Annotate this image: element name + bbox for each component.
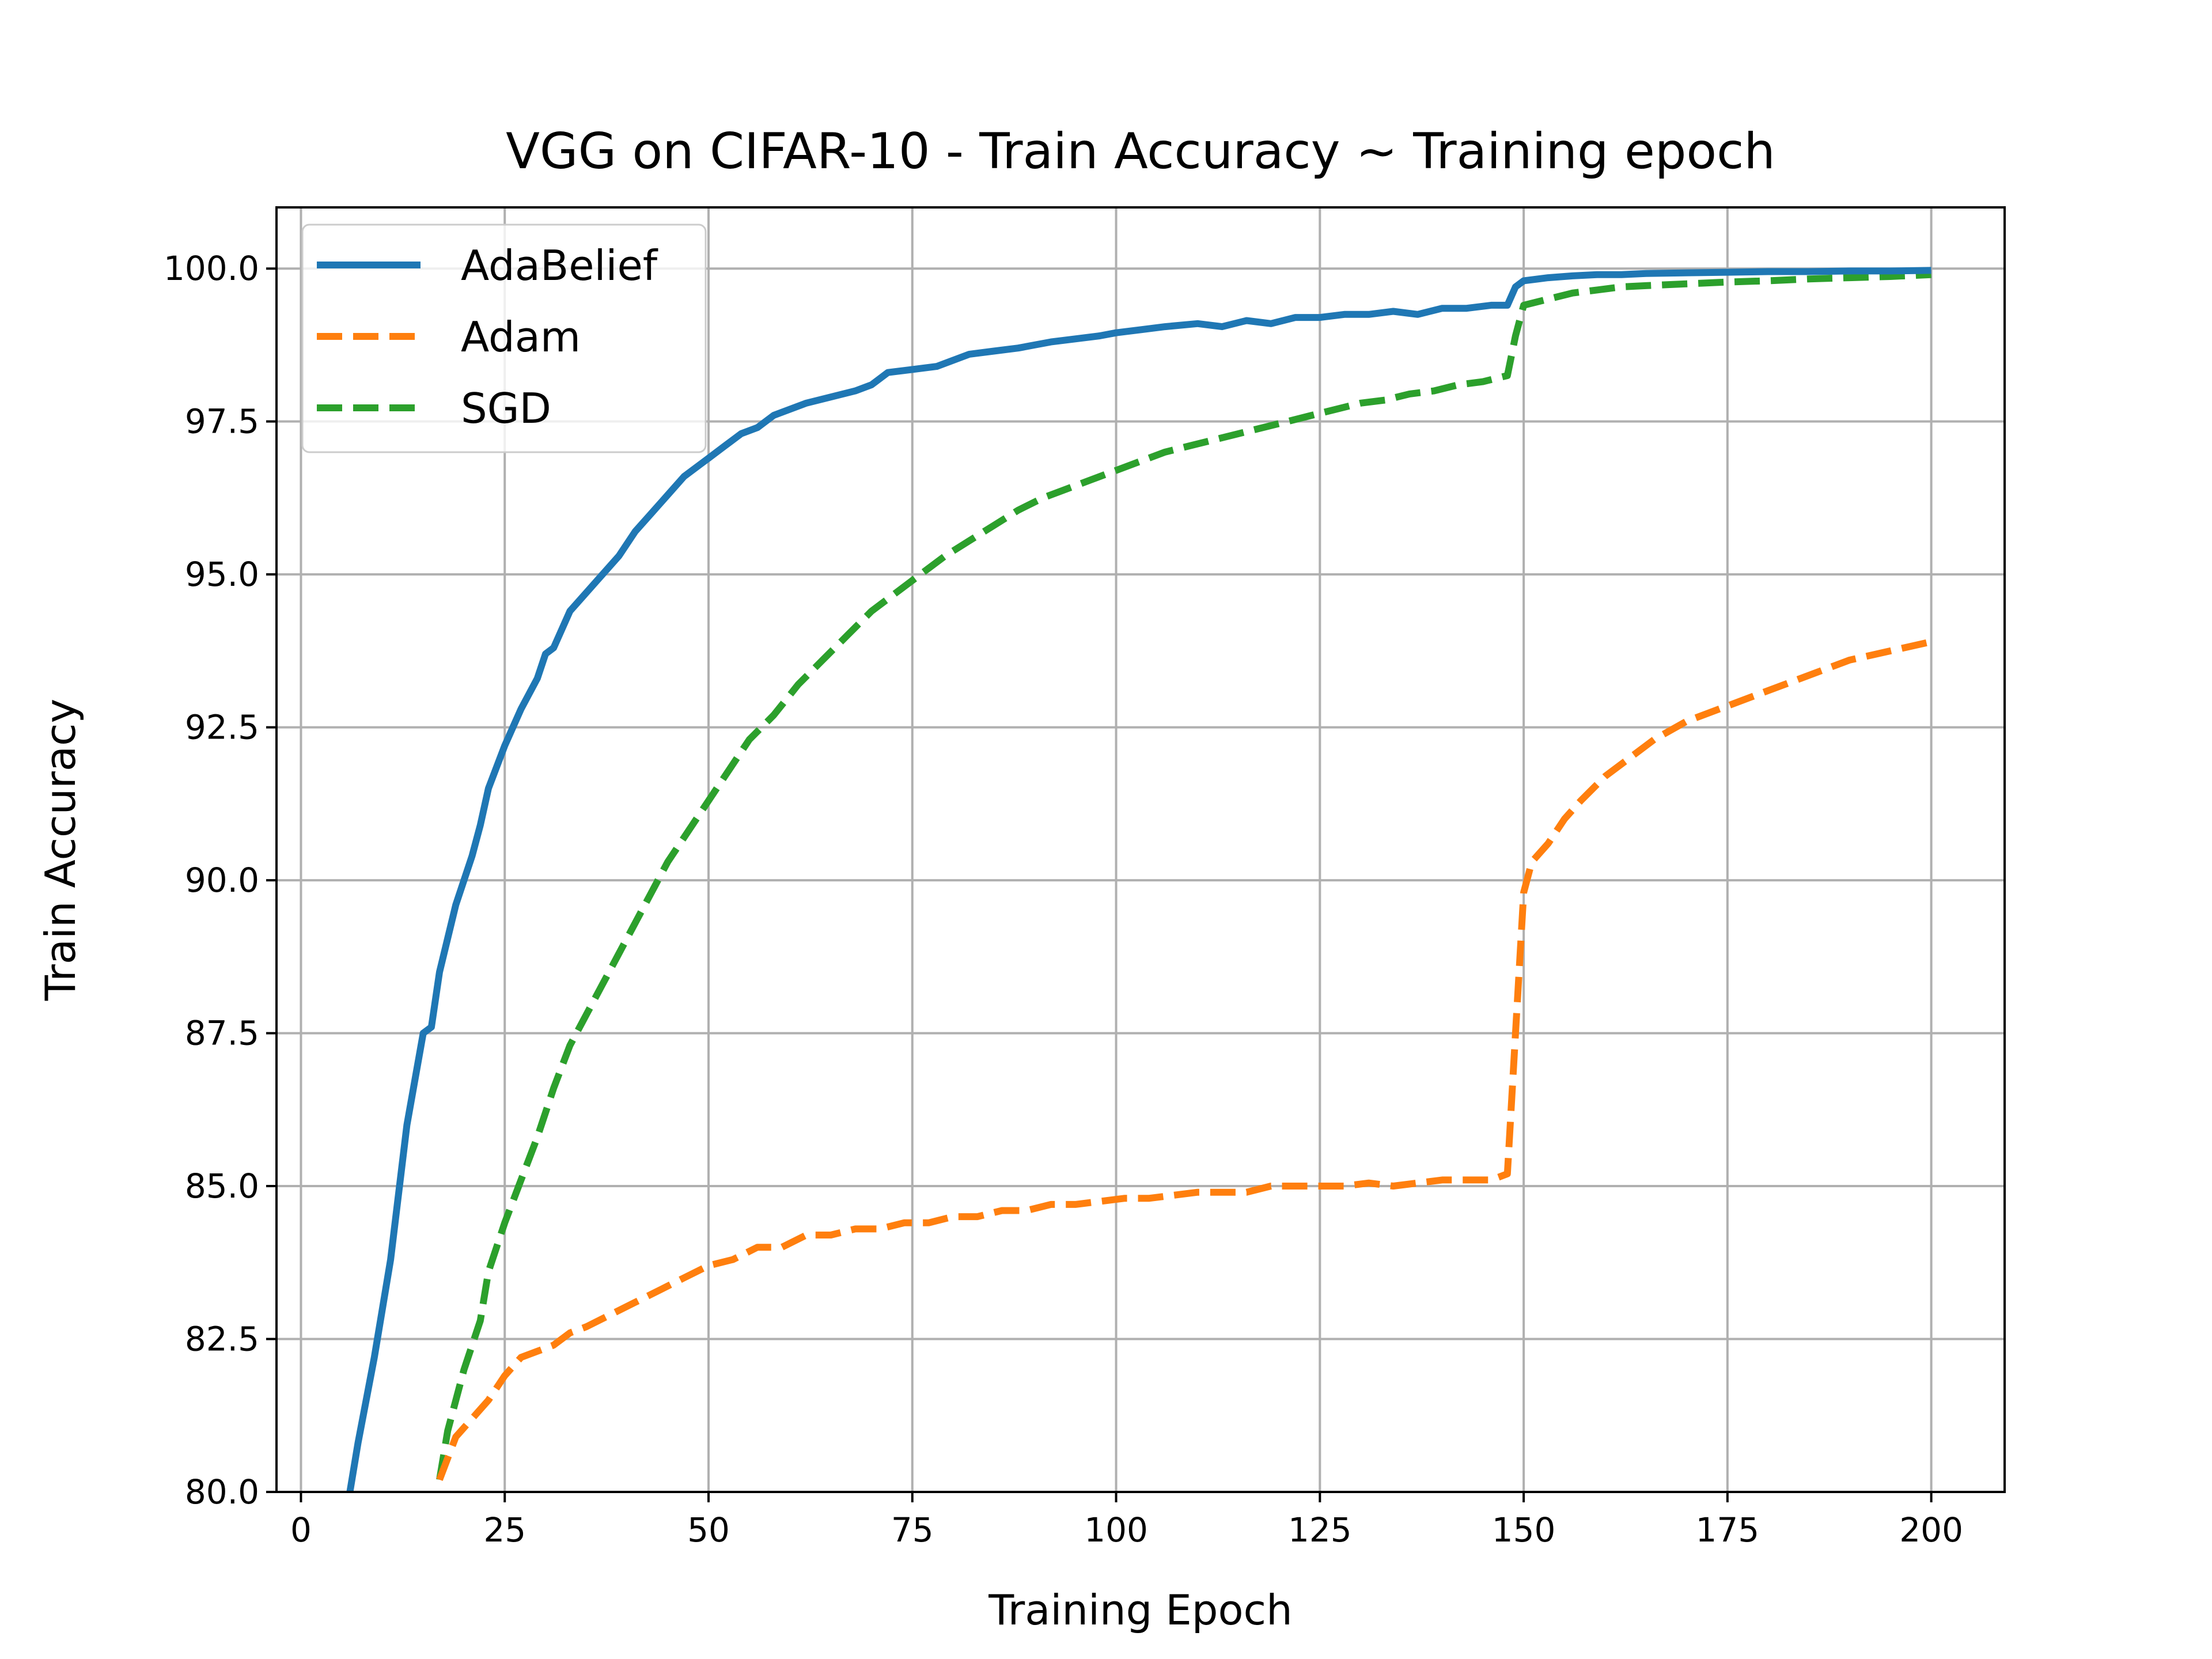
y-tick-label: 100.0 [164, 249, 259, 288]
legend-label-adabelief: AdaBelief [461, 241, 658, 290]
x-tick-label: 0 [290, 1510, 312, 1550]
legend: AdaBelief Adam SGD [301, 224, 707, 453]
x-tick-label: 175 [1696, 1510, 1760, 1550]
chart-title: VGG on CIFAR-10 - Train Accuracy ~ Train… [506, 123, 1775, 180]
y-tick-label: 87.5 [185, 1014, 259, 1053]
y-tick-label: 82.5 [185, 1320, 259, 1359]
legend-label-adam: Adam [461, 313, 581, 361]
series-layer [346, 267, 1932, 1492]
legend-label-sgd: SGD [461, 384, 551, 433]
x-tick-label: 200 [1899, 1510, 1963, 1550]
x-tick-label: 75 [891, 1510, 934, 1550]
x-tick-label: 125 [1288, 1510, 1352, 1550]
series-line-sgd [436, 271, 1931, 1480]
x-tick-label: 150 [1492, 1510, 1556, 1550]
y-tick-label: 95.0 [185, 555, 259, 594]
series-line-adam [436, 638, 1932, 1481]
x-axis-title: Training Epoch [988, 1586, 1292, 1634]
y-tick-label: 85.0 [185, 1166, 259, 1206]
y-tick-label: 80.0 [185, 1472, 259, 1512]
y-tick-label: 92.5 [185, 708, 259, 747]
series-line-adabelief [346, 267, 1931, 1492]
x-tick-label: 100 [1084, 1510, 1148, 1550]
legend-box [301, 224, 707, 453]
y-axis-title: Train Accuracy [36, 699, 85, 1001]
y-tick-label: 97.5 [185, 402, 259, 441]
x-tick-label: 50 [687, 1510, 730, 1550]
axis-ticks: 0 25 50 75 100 125 150 175 200 80.0 82.5 85.0 87.5 90… [164, 249, 1963, 1550]
y-tick-label: 90.0 [185, 861, 259, 900]
plot-frame [275, 206, 2006, 1493]
x-tick-label: 25 [483, 1510, 526, 1550]
